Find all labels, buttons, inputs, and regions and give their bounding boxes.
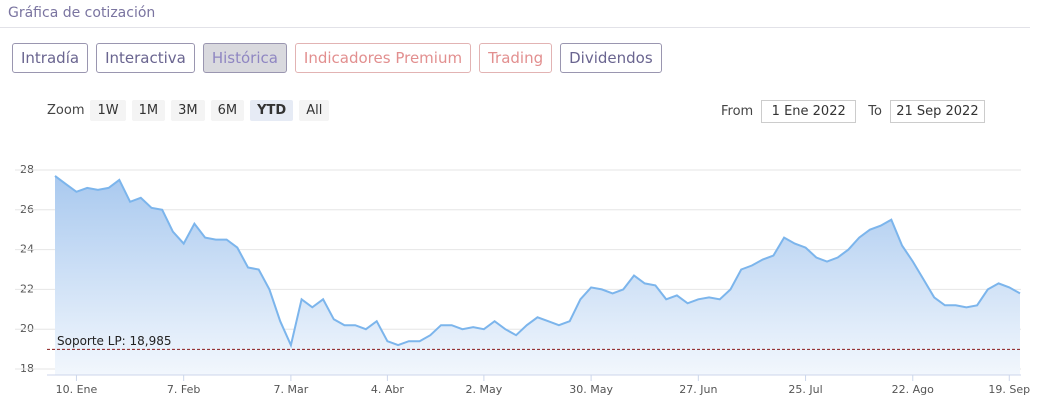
x-tick-label: 7. Feb xyxy=(167,383,200,396)
zoom-button[interactable]: 1W xyxy=(90,100,126,121)
zoom-button[interactable]: All xyxy=(299,100,330,121)
to-input[interactable]: 21 Sep 2022 xyxy=(889,100,985,123)
support-label: Soporte LP: 18,985 xyxy=(57,334,172,348)
x-tick-label: 10. Ene xyxy=(56,383,98,396)
zoom-bar: Zoom 1W 1M 3M 6M YTD All xyxy=(47,100,330,121)
tab[interactable]: Intradía xyxy=(12,43,89,73)
tab[interactable]: Trading xyxy=(479,43,553,73)
tab[interactable]: Indicadores Premium xyxy=(294,43,472,73)
x-tick-label: 2. May xyxy=(466,383,503,396)
x-tick-label: 4. Abr xyxy=(371,383,404,396)
tab-bar: Intradía Interactiva Histórica Indicador… xyxy=(12,43,662,73)
tab[interactable]: Histórica xyxy=(202,43,287,73)
x-tick-label: 27. Jun xyxy=(679,383,717,396)
tab[interactable]: Interactiva xyxy=(96,43,195,73)
zoom-button[interactable]: 6M xyxy=(210,100,245,121)
x-tick-label: 25. Jul xyxy=(788,383,822,396)
zoom-button[interactable]: YTD xyxy=(250,100,294,121)
divider xyxy=(0,27,1030,28)
zoom-label: Zoom xyxy=(47,103,85,118)
x-tick-label: 7. Mar xyxy=(274,383,309,396)
zoom-button[interactable]: 3M xyxy=(171,100,205,121)
tab[interactable]: Dividendos xyxy=(560,43,662,73)
x-tick-label: 22. Ago xyxy=(892,383,934,396)
to-label: To xyxy=(868,104,882,119)
x-tick-label: 30. May xyxy=(569,383,613,396)
area-fill xyxy=(55,175,1020,375)
zoom-button[interactable]: 1M xyxy=(131,100,166,121)
x-tick-label: 19. Sep xyxy=(988,383,1030,396)
from-label: From xyxy=(721,104,754,119)
date-range: From 1 Ene 2022 To 21 Sep 2022 xyxy=(721,100,997,123)
from-input[interactable]: 1 Ene 2022 xyxy=(761,100,857,123)
price-line xyxy=(54,175,1021,349)
page-title: Gráfica de cotización xyxy=(8,5,156,21)
